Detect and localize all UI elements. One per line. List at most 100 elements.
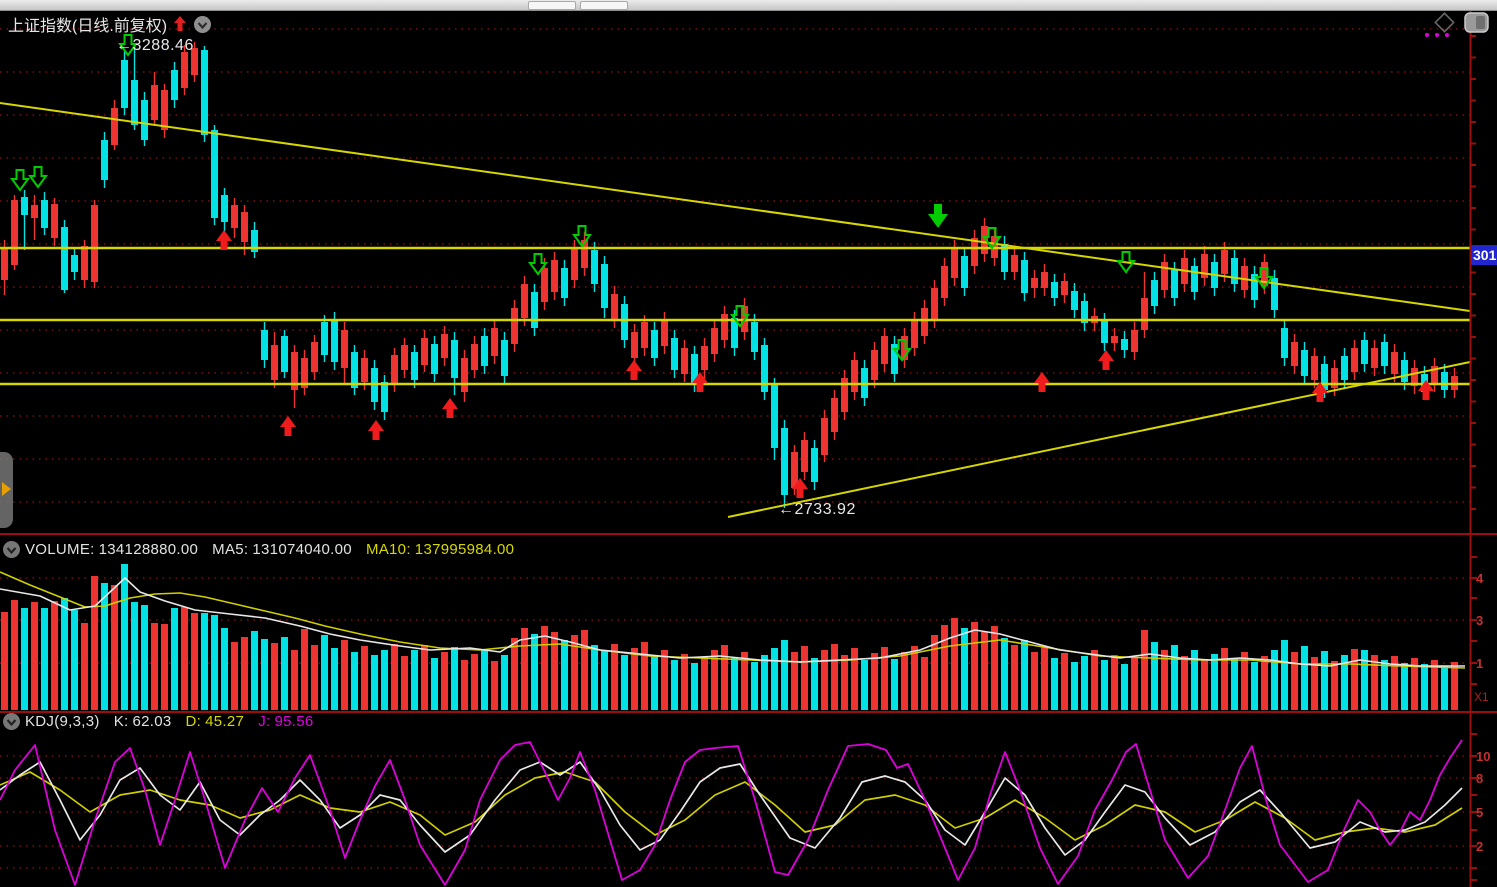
ma5-value: 131074040.00 [252, 541, 352, 558]
trend-line [0, 102, 1471, 312]
candle-body [541, 268, 548, 302]
volume-bar [411, 650, 418, 710]
volume-axis-label: 1 [1476, 656, 1484, 671]
volume-bar [651, 656, 658, 710]
volume-bar [251, 631, 258, 710]
volume-bar [1291, 652, 1298, 710]
up-arrow-icon [174, 16, 187, 31]
magenta-dots-indicator [1425, 33, 1449, 37]
candle-body [1371, 348, 1378, 368]
volume-bar [551, 632, 558, 710]
volume-bar [1271, 650, 1278, 710]
buy-signal-arrow [280, 416, 296, 436]
candle-body [271, 345, 278, 380]
candle-body [1011, 255, 1018, 272]
candle-body [821, 418, 828, 455]
sell-signal-arrow-filled [928, 204, 948, 228]
volume-bar [51, 601, 58, 710]
candle-body [1101, 321, 1108, 343]
volume-bar [961, 628, 968, 710]
volume-bar [571, 635, 578, 710]
volume-bar [1441, 666, 1448, 710]
d-value: 45.27 [205, 713, 245, 730]
volume-bar [1121, 664, 1128, 710]
candle-body [1051, 282, 1058, 298]
volume-bar [1131, 658, 1138, 710]
os-bar-segment[interactable] [580, 1, 628, 10]
volume-bar [431, 658, 438, 710]
volume-bar [821, 650, 828, 710]
candle-body [441, 334, 448, 358]
volume-ma10-line [0, 571, 1466, 669]
volume-bar [61, 598, 68, 710]
collapse-chevron-icon[interactable] [193, 15, 212, 34]
ma5-label: MA5: [212, 541, 249, 558]
candle-body [81, 246, 88, 280]
buy-signal-arrow [368, 420, 384, 440]
candle-body [281, 336, 288, 372]
candle-body [1351, 348, 1358, 372]
volume-bar [121, 564, 128, 710]
volume-bar [891, 659, 898, 710]
volume-bar [1161, 650, 1168, 710]
candle-body [1231, 258, 1238, 284]
candle-body [221, 195, 228, 222]
candle-body [711, 328, 718, 354]
volume-bar [331, 648, 338, 710]
volume-bar [181, 607, 188, 710]
volume-bar [731, 658, 738, 710]
candle-body [341, 330, 348, 368]
volume-bar [151, 623, 158, 710]
volume-bar [1281, 640, 1288, 710]
os-bar-segment[interactable] [528, 1, 576, 10]
diamond-marker-icon[interactable] [1433, 12, 1456, 34]
candle-body [1001, 244, 1008, 272]
volume-bar [1381, 660, 1388, 710]
volume-bar [21, 608, 28, 710]
candle-body [1301, 350, 1308, 376]
volume-bar [921, 657, 928, 710]
volume-bar [771, 648, 778, 710]
buy-signal-arrow [216, 230, 232, 250]
volume-bar [911, 646, 918, 710]
volume-bar [881, 647, 888, 710]
volume-bar [1331, 661, 1338, 710]
candle-body [1441, 372, 1448, 390]
candle-body [241, 212, 248, 242]
peak-price-annotation: ←3288.46 [116, 37, 194, 54]
candle-body [731, 318, 738, 348]
volume-bar [681, 654, 688, 710]
candle-body [801, 440, 808, 472]
side-panel-handle[interactable] [0, 452, 13, 528]
sell-signal-arrow [118, 34, 138, 57]
sell-signal-arrow [730, 305, 750, 328]
buy-signal-arrow [626, 360, 642, 380]
volume-bar [521, 628, 528, 710]
volume-bar [751, 662, 758, 710]
volume-bar [1041, 647, 1048, 710]
candle-body [311, 342, 318, 372]
candle-body [291, 352, 298, 390]
volume-bar [291, 650, 298, 710]
candle-body [101, 140, 108, 180]
panel-layout-icon[interactable] [1464, 12, 1489, 33]
volume-bar [1221, 648, 1228, 710]
collapse-chevron-icon[interactable] [2, 712, 21, 731]
os-top-bar [0, 0, 1497, 11]
volume-bar [831, 644, 838, 710]
candle-body [1071, 291, 1078, 310]
volume-bar [981, 632, 988, 710]
volume-bar [341, 640, 348, 710]
sell-signal-arrow [1116, 251, 1136, 274]
volume-bar [1201, 660, 1208, 710]
volume-bar [1371, 655, 1378, 710]
candle-body [461, 358, 468, 392]
volume-panel-header: VOLUME: 134128880.00 MA5: 131074040.00 M… [2, 540, 514, 559]
candle-body [641, 322, 648, 348]
collapse-chevron-icon[interactable] [2, 540, 21, 559]
volume-bar [661, 650, 668, 710]
candle-body [181, 52, 188, 88]
volume-value: 134128880.00 [98, 541, 199, 558]
volume-bar [841, 655, 848, 710]
sell-signal-arrow [528, 253, 548, 276]
